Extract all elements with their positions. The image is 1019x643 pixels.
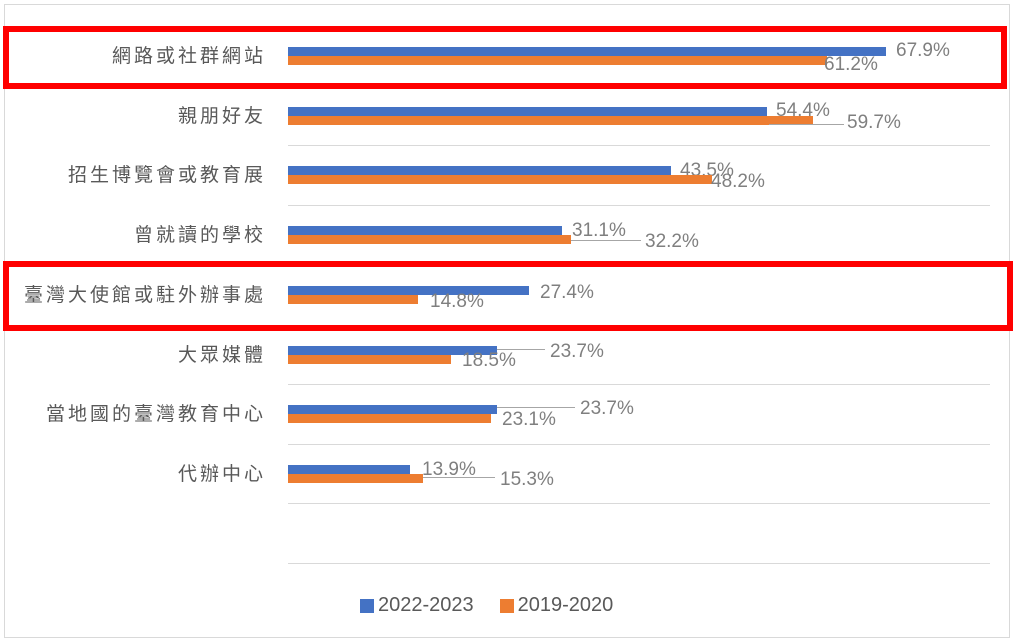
- category-label: 大眾媒體: [177, 344, 266, 366]
- value-label: 18.5%: [462, 350, 516, 371]
- value-label: 32.2%: [645, 231, 699, 252]
- value-label: 13.9%: [422, 459, 476, 480]
- bar-2022-2023[interactable]: [288, 107, 767, 116]
- value-label: 27.4%: [540, 282, 594, 303]
- bar-2022-2023[interactable]: [288, 166, 671, 175]
- category-label: 招生博覽會或教育展: [67, 164, 266, 186]
- legend-label: 2022-2023: [378, 594, 474, 616]
- bar-2022-2023[interactable]: [288, 405, 497, 414]
- category-label: 代辦中心: [177, 463, 266, 485]
- legend-swatch-blue-icon: [360, 598, 374, 613]
- value-label: 59.7%: [847, 112, 901, 133]
- value-label: 54.4%: [776, 100, 830, 121]
- gridline: [288, 503, 990, 504]
- leader-line: [769, 124, 844, 125]
- bar-2019-2020[interactable]: [288, 474, 423, 483]
- gridline: [288, 563, 990, 564]
- bar-2019-2020[interactable]: [288, 414, 491, 423]
- value-label: 48.2%: [711, 171, 765, 192]
- chart-frame: [4, 4, 1010, 638]
- value-label: 23.7%: [580, 398, 634, 419]
- bar-2019-2020[interactable]: [288, 175, 712, 184]
- value-label: 67.9%: [896, 40, 950, 61]
- gridline: [288, 205, 990, 206]
- leader-line: [423, 477, 495, 478]
- bar-2022-2023[interactable]: [288, 47, 886, 56]
- value-label: 23.7%: [550, 341, 604, 362]
- bar-2022-2023[interactable]: [288, 226, 562, 235]
- bar-2022-2023[interactable]: [288, 465, 410, 474]
- category-label: 網路或社群網站: [111, 45, 266, 67]
- gridline: [288, 145, 990, 146]
- legend-item-2022-2023[interactable]: 2022-2023: [360, 594, 474, 617]
- gridline: [288, 444, 990, 445]
- value-label: 31.1%: [572, 220, 626, 241]
- gridline: [288, 325, 990, 326]
- legend-swatch-orange-icon: [499, 598, 514, 613]
- bar-2019-2020[interactable]: [288, 295, 418, 304]
- value-label: 61.2%: [824, 54, 878, 75]
- leader-line: [497, 349, 545, 350]
- legend-label: 2019-2020: [517, 594, 614, 616]
- category-label: 臺灣大使館或駐外辦事處: [23, 284, 266, 306]
- category-label: 當地國的臺灣教育中心: [45, 403, 266, 425]
- gridline: [288, 384, 990, 385]
- value-label: 15.3%: [500, 469, 554, 490]
- value-label: 14.8%: [430, 291, 484, 312]
- legend-item-2019-2020[interactable]: 2019-2020: [499, 594, 614, 617]
- gridline: [288, 265, 990, 266]
- bar-2019-2020[interactable]: [288, 355, 451, 364]
- bar-2019-2020[interactable]: [288, 235, 571, 244]
- value-label: 23.1%: [502, 409, 556, 430]
- leader-line: [497, 407, 575, 408]
- bar-2022-2023[interactable]: [288, 346, 497, 355]
- leader-line: [571, 240, 641, 241]
- legend: 2022-2023 2019-2020: [360, 594, 639, 617]
- category-label: 曾就讀的學校: [133, 224, 266, 246]
- category-label: 親朋好友: [177, 105, 266, 127]
- bar-2019-2020[interactable]: [288, 56, 827, 65]
- bar-2019-2020[interactable]: [288, 116, 813, 125]
- bar-2022-2023[interactable]: [288, 286, 529, 295]
